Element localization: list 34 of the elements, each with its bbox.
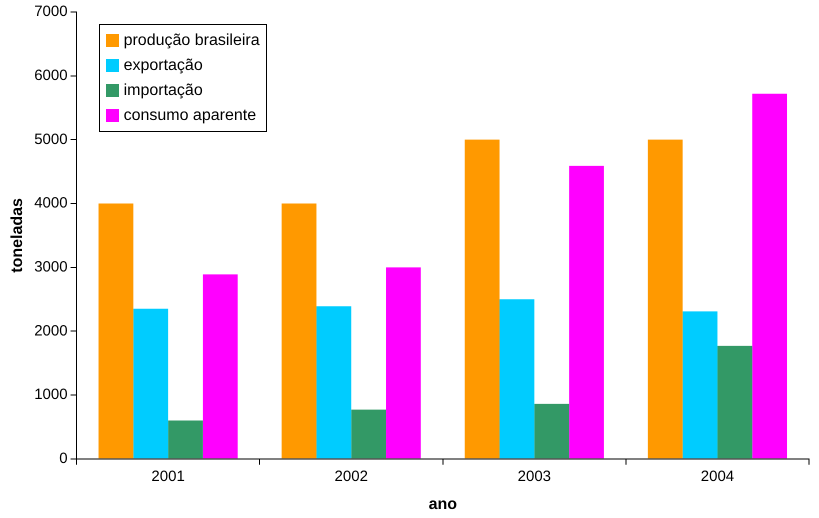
bar xyxy=(648,140,683,458)
bar xyxy=(752,94,788,458)
y-tick-label: 4000 xyxy=(34,194,68,212)
legend-label: importação xyxy=(124,81,203,101)
x-axis-title: ano xyxy=(428,496,458,513)
bar xyxy=(464,140,500,458)
x-tick-label: 2002 xyxy=(334,468,368,485)
bar xyxy=(386,267,421,458)
bar xyxy=(133,308,168,458)
y-axis-title: toneladas xyxy=(9,198,26,273)
x-tick-label: 2003 xyxy=(518,468,552,485)
y-tick-label: 2000 xyxy=(34,322,68,340)
bar xyxy=(534,404,570,458)
y-tick-label: 0 xyxy=(59,450,68,467)
y-tick-label: 3000 xyxy=(34,258,68,276)
bar xyxy=(569,166,604,458)
bar xyxy=(682,311,718,458)
bar xyxy=(717,346,752,458)
x-tick-label: 2001 xyxy=(151,468,185,485)
bar xyxy=(202,274,238,458)
bar xyxy=(282,203,316,458)
legend-label: consumo aparente xyxy=(124,106,256,126)
bar xyxy=(98,203,134,458)
bar xyxy=(316,306,352,458)
bar xyxy=(351,410,386,458)
y-tick-label: 6000 xyxy=(34,66,68,84)
y-tick-label: 5000 xyxy=(34,130,68,148)
x-tick-label: 2004 xyxy=(700,468,734,485)
y-tick-label: 1000 xyxy=(34,386,68,404)
legend-label: exportação xyxy=(124,56,203,76)
y-tick-label: 7000 xyxy=(34,3,68,20)
bar xyxy=(168,420,203,458)
legend-label: produção brasileira xyxy=(124,31,260,51)
bar xyxy=(500,299,534,458)
